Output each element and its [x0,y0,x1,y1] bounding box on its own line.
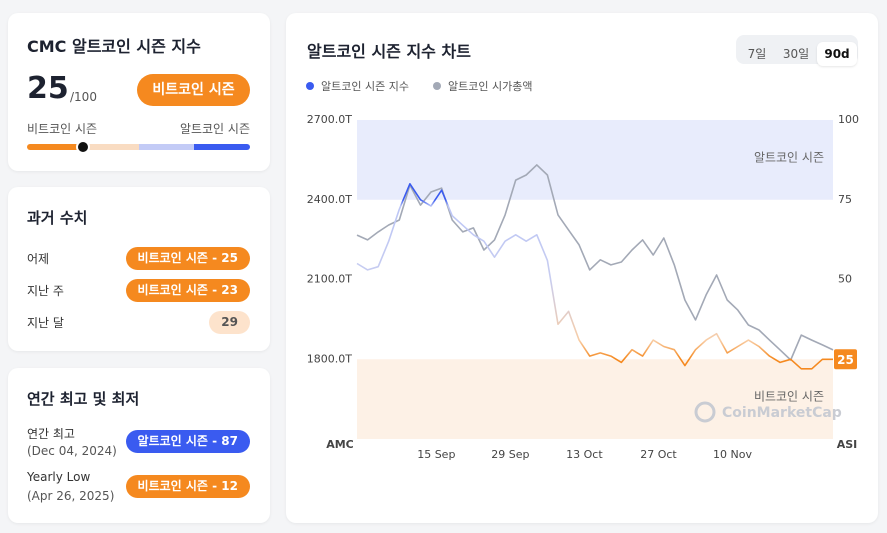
row-date: (Apr 26, 2025) [27,489,115,503]
zone-label: 비트코인 시즌 [754,390,824,404]
y-tick-label: 2700.0T [307,113,352,126]
zone-label: 알트코인 시즌 [754,150,824,164]
yearly-card: 연간 최고 및 최저 연간 최고 (Dec 04, 2024) 알트코인 시즌 - … [8,368,270,523]
scale-segment [82,144,139,150]
watermark-logo [694,401,716,423]
status-badge: 비트코인 시즌 [137,74,250,106]
scale-knob [75,140,90,154]
scale-right-label: 알트코인 시즌 [179,122,250,136]
x-tick-label: 10 Nov [713,448,752,461]
x-tick-label: 29 Sep [491,448,529,461]
legend-dot [433,82,441,90]
row-label: 연간 최고 [27,427,75,441]
row-badge: 29 [209,311,250,334]
scale-segment [27,144,83,150]
current-badge-label: 25 [837,353,854,367]
card-title: 연간 최고 및 최저 [27,390,140,408]
y-tick-label: 2400.0T [307,193,352,206]
scale-segment [194,144,250,150]
y-tick-label: 1800.0T [307,352,352,365]
index-card: CMC 알트코인 시즌 지수 25 /100 비트코인 시즌 비트코인 시즌 알… [8,13,270,171]
scale-left-label: 비트코인 시즌 [27,122,98,136]
series-line [356,183,833,370]
y2-tick-label: 50 [838,273,852,286]
row-label: 어제 [27,252,50,266]
legend-label: 알트코인 시즌 지수 [321,79,409,93]
row-badge: 알트코인 시즌 - 87 [125,430,250,453]
legend-label: 알트코인 시가총액 [448,79,532,93]
watermark: CoinMarketCap [722,405,842,421]
row-label: 지난 주 [27,284,64,298]
row-badge: 비트코인 시즌 - 23 [125,279,250,302]
row-label: 지난 달 [27,316,64,330]
row-badge: 비트코인 시즌 - 12 [125,475,250,498]
current-badge [834,349,857,370]
range-tabs: 7일 30일 90d [736,35,858,66]
x-tick-label: 13 Oct [566,448,603,461]
legend-dot [306,82,314,90]
y-tick-label: 2100.0T [307,273,352,286]
x-end-label: ASI [837,438,858,451]
row-badge: 비트코인 시즌 - 25 [125,247,250,270]
range-tab[interactable]: 90d [817,42,857,66]
x-end-label: AMC [326,438,354,451]
index-max: /100 [70,90,97,104]
scale-segment [138,144,195,150]
scale-bar [27,140,250,154]
card-title: CMC 알트코인 시즌 지수 [27,37,201,56]
y2-tick-label: 75 [838,193,852,206]
row-label: Yearly Low [27,470,91,484]
card-title: 과거 수치 [27,209,88,227]
range-tab[interactable]: 7일 [747,47,767,61]
history-card: 과거 수치 어제 비트코인 시즌 - 25 지난 주 비트코인 시즌 - 23 지난 달… [8,187,270,351]
x-tick-label: 27 Oct [640,448,677,461]
chart-title: 알트코인 시즌 지수 차트 [307,42,471,61]
x-tick-label: 15 Sep [417,448,455,461]
row-date: (Dec 04, 2024) [27,444,117,458]
series-line [356,164,834,361]
index-value: 25 [27,71,69,106]
y2-tick-label: 100 [838,113,859,126]
range-tab[interactable]: 30일 [782,47,810,61]
zone-band [357,359,833,439]
zone-band [357,120,833,200]
